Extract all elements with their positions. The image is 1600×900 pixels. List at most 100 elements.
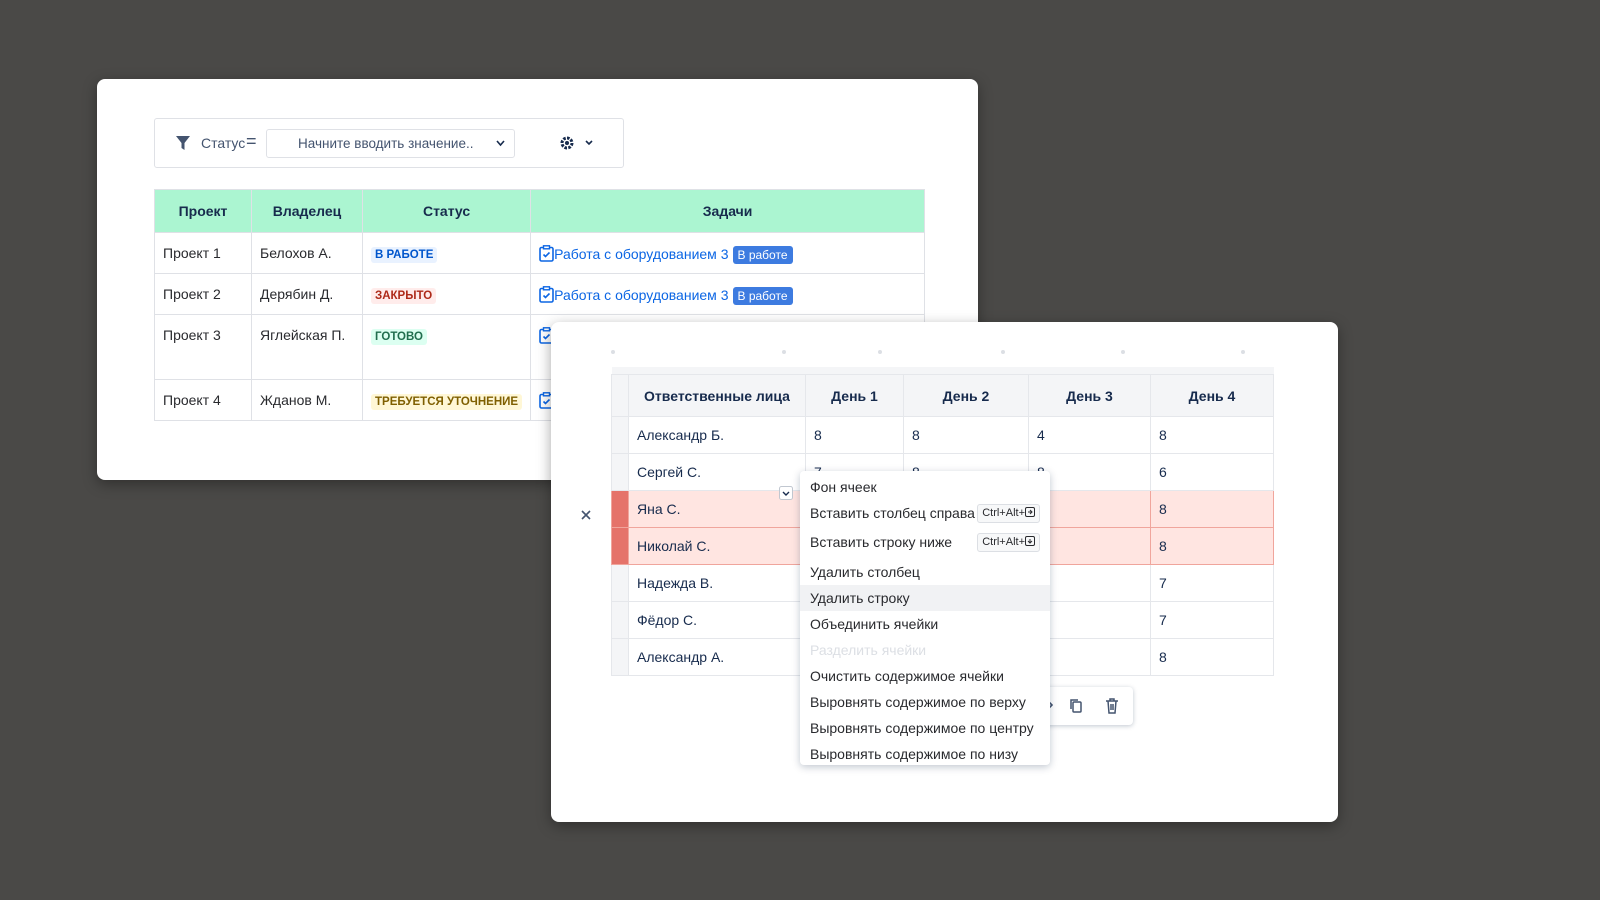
settings-chevron[interactable] xyxy=(585,140,593,146)
task-link[interactable]: Работа с оборудованием 3 xyxy=(554,246,729,262)
name-cell: Александр А. xyxy=(628,638,806,676)
hours-cell: 8 xyxy=(1150,527,1274,565)
owner-cell: Жданов М. xyxy=(251,379,363,421)
task-status-badge: В работе xyxy=(732,246,793,264)
column-header: День 2 xyxy=(903,374,1029,417)
hours-cell: 8 xyxy=(1150,638,1274,676)
cell-menu-button[interactable] xyxy=(779,486,793,500)
table-toolbar xyxy=(1041,687,1133,725)
header-row: Проект Владелец Статус Задачи xyxy=(154,189,926,233)
shortcut-text: Ctrl+Alt+ xyxy=(982,536,1025,548)
menu-item-label: Выровнять содержимое по верху xyxy=(810,694,1026,710)
column-dot xyxy=(611,350,615,354)
filter-label: Статус xyxy=(201,135,246,151)
menu-item-label: Фон ячеек xyxy=(810,479,877,495)
column-header: День 3 xyxy=(1028,374,1151,417)
column-header: Задачи xyxy=(530,189,926,233)
delete-button[interactable] xyxy=(1105,698,1119,714)
hours-cell: 6 xyxy=(1150,453,1274,491)
menu-item-label: Удалить строку xyxy=(810,590,910,606)
hours-cell: 8 xyxy=(903,416,1029,454)
shortcut-key xyxy=(1025,536,1035,546)
context-menu: Фон ячеек Вставить столбец справа Ctrl+Alt… xyxy=(800,471,1050,765)
task-status-badge: В работе xyxy=(732,287,793,305)
hours-cell: 8 xyxy=(1150,490,1274,528)
status-tag: ГОТОВО xyxy=(371,329,427,345)
hours-cell: 8 xyxy=(805,416,904,454)
row-handle xyxy=(611,374,629,417)
status-cell: ГОТОВО xyxy=(361,314,532,380)
menu-item[interactable]: Удалить столбец xyxy=(800,559,1050,585)
settings-button[interactable] xyxy=(559,135,575,151)
column-header: День 1 xyxy=(805,374,904,417)
menu-item[interactable]: Вставить строку ниже Ctrl+Alt+ xyxy=(800,529,1050,555)
column-dot xyxy=(1001,350,1005,354)
status-cell: В РАБОТЕ xyxy=(361,232,532,274)
row-handle[interactable] xyxy=(611,638,629,676)
row-handle[interactable] xyxy=(611,564,629,602)
row-handle[interactable] xyxy=(611,453,629,491)
column-header: Владелец xyxy=(251,189,363,233)
filter-bar: Статус = Начните вводить значение.. xyxy=(154,118,624,168)
header-row: Ответственные лица День 1 День 2 День 3 День… xyxy=(611,374,1274,417)
project-cell: Проект 4 xyxy=(154,379,252,421)
status-cell: ЗАКРЫТО xyxy=(361,273,532,315)
column-header: Ответственные лица xyxy=(628,374,806,417)
task-link[interactable]: Работа с оборудованием 3 xyxy=(554,287,729,303)
hours-cell: 7 xyxy=(1150,564,1274,602)
menu-item[interactable]: Вставить столбец справа Ctrl+Alt+ xyxy=(800,500,1050,526)
column-header: Статус xyxy=(361,189,532,233)
project-cell: Проект 3 xyxy=(154,314,252,380)
shortcut-key xyxy=(1025,507,1035,517)
table-row: Проект 1 Белохов А. В РАБОТЕ Работа с обору… xyxy=(154,232,926,274)
task-icon xyxy=(539,286,554,303)
shortcut: Ctrl+Alt+ xyxy=(977,504,1040,523)
menu-item[interactable]: Выровнять содержимое по низу xyxy=(800,741,1050,767)
menu-item: Разделить ячейки xyxy=(800,637,1050,663)
status-tag: ЗАКРЫТО xyxy=(371,288,437,304)
menu-item[interactable]: Удалить строку xyxy=(800,585,1050,611)
menu-item-label: Выровнять содержимое по центру xyxy=(810,720,1034,736)
menu-item[interactable]: Выровнять содержимое по верху xyxy=(800,689,1050,715)
menu-item[interactable]: Объединить ячейки xyxy=(800,611,1050,637)
name-cell: Надежда В. xyxy=(628,564,806,602)
column-dot xyxy=(782,350,786,354)
shortcut: Ctrl+Alt+ xyxy=(977,533,1040,552)
name-cell: Николай С. xyxy=(628,527,806,565)
table-row: Александр Б. 8 8 4 8 xyxy=(611,416,1274,454)
remove-rows-button[interactable] xyxy=(580,509,592,521)
project-cell: Проект 1 xyxy=(154,232,252,274)
equals-sign: = xyxy=(246,131,257,151)
status-tag: ТРЕБУЕТСЯ УТОЧНЕНИЕ xyxy=(371,394,523,410)
hours-cell: 7 xyxy=(1150,601,1274,639)
column-header: Проект xyxy=(154,189,252,233)
owner-cell: Дерябин Д. xyxy=(251,273,363,315)
menu-item-label: Выровнять содержимое по низу xyxy=(810,746,1019,762)
column-dot xyxy=(1121,350,1125,354)
project-cell: Проект 2 xyxy=(154,273,252,315)
name-cell: Александр Б. xyxy=(628,416,806,454)
row-handle[interactable] xyxy=(611,527,629,565)
row-handle[interactable] xyxy=(611,601,629,639)
chevron xyxy=(496,140,505,147)
menu-item[interactable]: Фон ячеек xyxy=(800,474,1050,500)
filter-icon xyxy=(176,136,190,150)
copy-button[interactable] xyxy=(1069,698,1083,714)
menu-item-label: Вставить столбец справа xyxy=(810,505,975,521)
column-dot xyxy=(878,350,882,354)
menu-item-label: Удалить столбец xyxy=(810,564,920,580)
filter-input[interactable]: Начните вводить значение.. xyxy=(266,129,515,158)
name-cell: Фёдор С. xyxy=(628,601,806,639)
owner-cell: Белохов А. xyxy=(251,232,363,274)
status-tag: В РАБОТЕ xyxy=(371,247,438,263)
menu-item[interactable]: Выровнять содержимое по центру xyxy=(800,715,1050,741)
row-handle[interactable] xyxy=(611,416,629,454)
menu-item-label: Вставить строку ниже xyxy=(810,534,953,550)
menu-item[interactable]: Очистить содержимое ячейки xyxy=(800,663,1050,689)
shortcut-text: Ctrl+Alt+ xyxy=(982,507,1025,519)
column-handles xyxy=(611,367,1274,375)
task-icon xyxy=(539,245,554,262)
row-handle[interactable] xyxy=(611,490,629,528)
